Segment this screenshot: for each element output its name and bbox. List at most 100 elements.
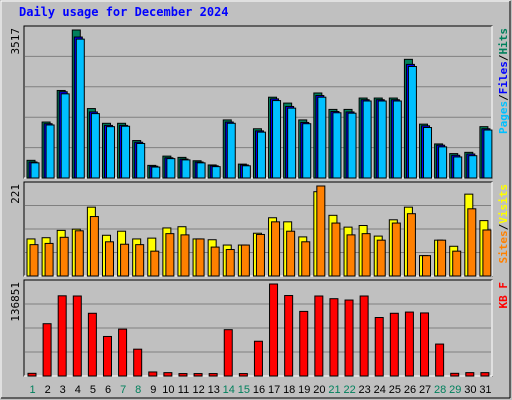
bar-pages-day-6 xyxy=(105,126,115,179)
legend-separator: / xyxy=(497,94,510,101)
bar-pages-day-31 xyxy=(483,129,493,179)
bar-pages-day-28 xyxy=(438,146,448,179)
bar-kb-f-day-15 xyxy=(238,373,248,377)
legend-separator: / xyxy=(497,223,510,230)
bar-pages-day-18 xyxy=(287,107,297,179)
bar-sites-day-17 xyxy=(271,221,281,277)
bar-pages-day-29 xyxy=(453,156,463,179)
x-day-label-9: 9 xyxy=(150,384,156,396)
bar-kb-f-day-4 xyxy=(72,295,82,377)
bar-pages-day-9 xyxy=(151,166,161,179)
x-day-label-21: 21 xyxy=(328,384,340,396)
bar-sites-day-1 xyxy=(29,244,39,277)
bar-sites-day-14 xyxy=(225,249,235,277)
x-day-label-14: 14 xyxy=(223,384,235,396)
bar-pages-day-17 xyxy=(272,100,282,179)
bar-pages-day-1 xyxy=(30,162,40,179)
bar-sites-day-24 xyxy=(376,239,386,277)
bar-pages-day-4 xyxy=(75,38,85,179)
x-day-label-19: 19 xyxy=(298,384,310,396)
bar-kb-f-day-24 xyxy=(374,317,384,377)
x-day-label-1: 1 xyxy=(29,384,35,396)
x-day-label-11: 11 xyxy=(178,384,189,396)
bar-sites-day-30 xyxy=(467,208,477,277)
x-day-label-6: 6 xyxy=(105,384,111,396)
bar-sites-day-26 xyxy=(406,213,416,277)
bar-kb-f-day-10 xyxy=(163,372,173,377)
legend-item-kb-f: KB F xyxy=(497,282,510,309)
x-day-label-10: 10 xyxy=(162,384,174,396)
bar-sites-day-21 xyxy=(331,222,341,277)
bar-kb-f-day-5 xyxy=(87,312,97,377)
bar-kb-f-day-12 xyxy=(193,373,203,377)
bar-pages-day-19 xyxy=(302,123,312,179)
x-day-label-15: 15 xyxy=(238,384,250,396)
bar-pages-day-13 xyxy=(211,166,221,179)
bar-kb-f-day-3 xyxy=(57,295,67,377)
bar-kb-f-day-18 xyxy=(284,295,294,377)
bar-sites-day-23 xyxy=(361,233,371,277)
bar-kb-f-day-30 xyxy=(465,372,475,377)
bar-pages-day-10 xyxy=(166,158,176,179)
bar-sites-day-20 xyxy=(316,185,326,277)
bar-sites-day-12 xyxy=(195,238,205,277)
x-day-label-20: 20 xyxy=(313,384,325,396)
legend-visits-sites: Sites/Visits xyxy=(497,184,510,264)
bar-kb-f-day-11 xyxy=(178,373,188,377)
x-day-label-29: 29 xyxy=(449,384,461,396)
legend-kbytes: KB F xyxy=(497,282,510,309)
bar-pages-day-3 xyxy=(60,93,70,179)
x-day-label-28: 28 xyxy=(434,384,446,396)
x-day-label-4: 4 xyxy=(75,384,81,396)
bar-sites-day-29 xyxy=(452,250,462,277)
x-day-label-27: 27 xyxy=(419,384,431,396)
legend-item-pages: Pages xyxy=(497,101,510,134)
bar-pages-day-25 xyxy=(392,100,402,179)
bar-kb-f-day-26 xyxy=(404,311,414,377)
x-day-label-2: 2 xyxy=(45,384,51,396)
graph-title: Daily usage for December 2024 xyxy=(19,5,229,19)
bar-kb-f-day-14 xyxy=(223,329,233,377)
bar-pages-day-12 xyxy=(196,162,206,179)
x-day-label-5: 5 xyxy=(90,384,96,396)
bar-kb-f-day-2 xyxy=(42,323,52,377)
x-day-label-8: 8 xyxy=(135,384,141,396)
x-day-label-3: 3 xyxy=(60,384,66,396)
bar-kb-f-day-9 xyxy=(148,371,158,377)
x-day-label-25: 25 xyxy=(389,384,401,396)
bar-sites-day-25 xyxy=(391,222,401,277)
bar-kb-f-day-1 xyxy=(27,372,37,377)
bar-pages-day-23 xyxy=(362,100,372,179)
bar-sites-day-18 xyxy=(286,230,296,277)
bar-kb-f-day-8 xyxy=(133,348,143,377)
bar-kb-f-day-29 xyxy=(450,372,460,377)
bar-pages-day-16 xyxy=(256,131,266,179)
bar-sites-day-2 xyxy=(44,242,54,277)
bar-sites-day-16 xyxy=(255,233,265,277)
bar-sites-day-28 xyxy=(437,239,447,277)
x-day-label-17: 17 xyxy=(268,384,280,396)
bar-kb-f-day-25 xyxy=(389,312,399,377)
bar-kb-f-day-20 xyxy=(314,295,324,377)
bar-pages-day-21 xyxy=(332,112,342,179)
bar-kb-f-day-27 xyxy=(420,312,430,377)
bar-kb-f-day-6 xyxy=(102,335,112,377)
bar-kb-f-day-16 xyxy=(253,340,263,377)
bar-sites-day-9 xyxy=(150,250,160,277)
bar-sites-day-31 xyxy=(482,229,492,277)
y-max-label: 3517 xyxy=(9,28,22,55)
legend-item-visits: Visits xyxy=(497,184,510,224)
bar-pages-day-15 xyxy=(241,165,251,179)
bar-pages-day-11 xyxy=(181,159,191,179)
bar-sites-day-6 xyxy=(104,241,114,277)
bar-sites-day-19 xyxy=(301,241,311,277)
legend-hits-files-pages: Pages/Files/Hits xyxy=(497,28,510,134)
legend-item-sites: Sites xyxy=(497,230,510,263)
bar-sites-day-27 xyxy=(422,255,432,277)
bar-sites-day-4 xyxy=(74,230,84,277)
x-day-label-26: 26 xyxy=(404,384,416,396)
bar-pages-day-30 xyxy=(468,155,478,179)
x-day-label-24: 24 xyxy=(374,384,386,396)
bar-kb-f-day-28 xyxy=(435,343,445,377)
